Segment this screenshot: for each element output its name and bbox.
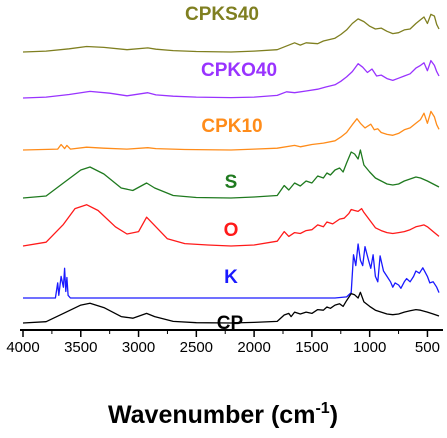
series-line-cpko40 (22, 59, 440, 99)
series-line-o (22, 204, 440, 247)
series-label-layer: CPKS40 CPKO40 CPK10 S O K CP (185, 4, 277, 334)
series-line-cpk10 (22, 110, 440, 151)
x-tick-label: 3000 (122, 339, 155, 356)
x-tick-label: 1500 (295, 339, 328, 356)
x-tick-label: 4000 (6, 339, 39, 356)
series-label-cpks40: CPKS40 (185, 4, 259, 25)
series-line-cpks40 (22, 13, 440, 53)
series-line-s (22, 149, 440, 199)
series-label-k: K (224, 267, 238, 288)
x-tick-label: 3500 (64, 339, 97, 356)
x-axis: 4000 3500 3000 2500 2000 1500 1000 500 (6, 329, 443, 356)
x-tick-label: 2000 (237, 339, 270, 356)
series-label-s: S (225, 172, 238, 193)
x-tick-label: 1000 (353, 339, 386, 356)
series-label-cpko40: CPKO40 (201, 60, 277, 81)
series-line-k (23, 243, 440, 299)
series-layer (22, 13, 440, 324)
x-tick-label: 500 (415, 339, 440, 356)
series-label-cpk10: CPK10 (201, 116, 262, 137)
x-tick-label: 2500 (180, 339, 213, 356)
x-axis-title-text: Wavenumber (cm (108, 401, 315, 429)
series-line-cp (22, 291, 440, 324)
series-label-o: O (224, 220, 239, 241)
x-axis-title-superscript: -1 (315, 400, 329, 417)
series-label-cp: CP (217, 313, 244, 334)
x-axis-title: Wavenumber (cm-1) (108, 400, 338, 429)
x-axis-title-close: ) (330, 401, 338, 429)
